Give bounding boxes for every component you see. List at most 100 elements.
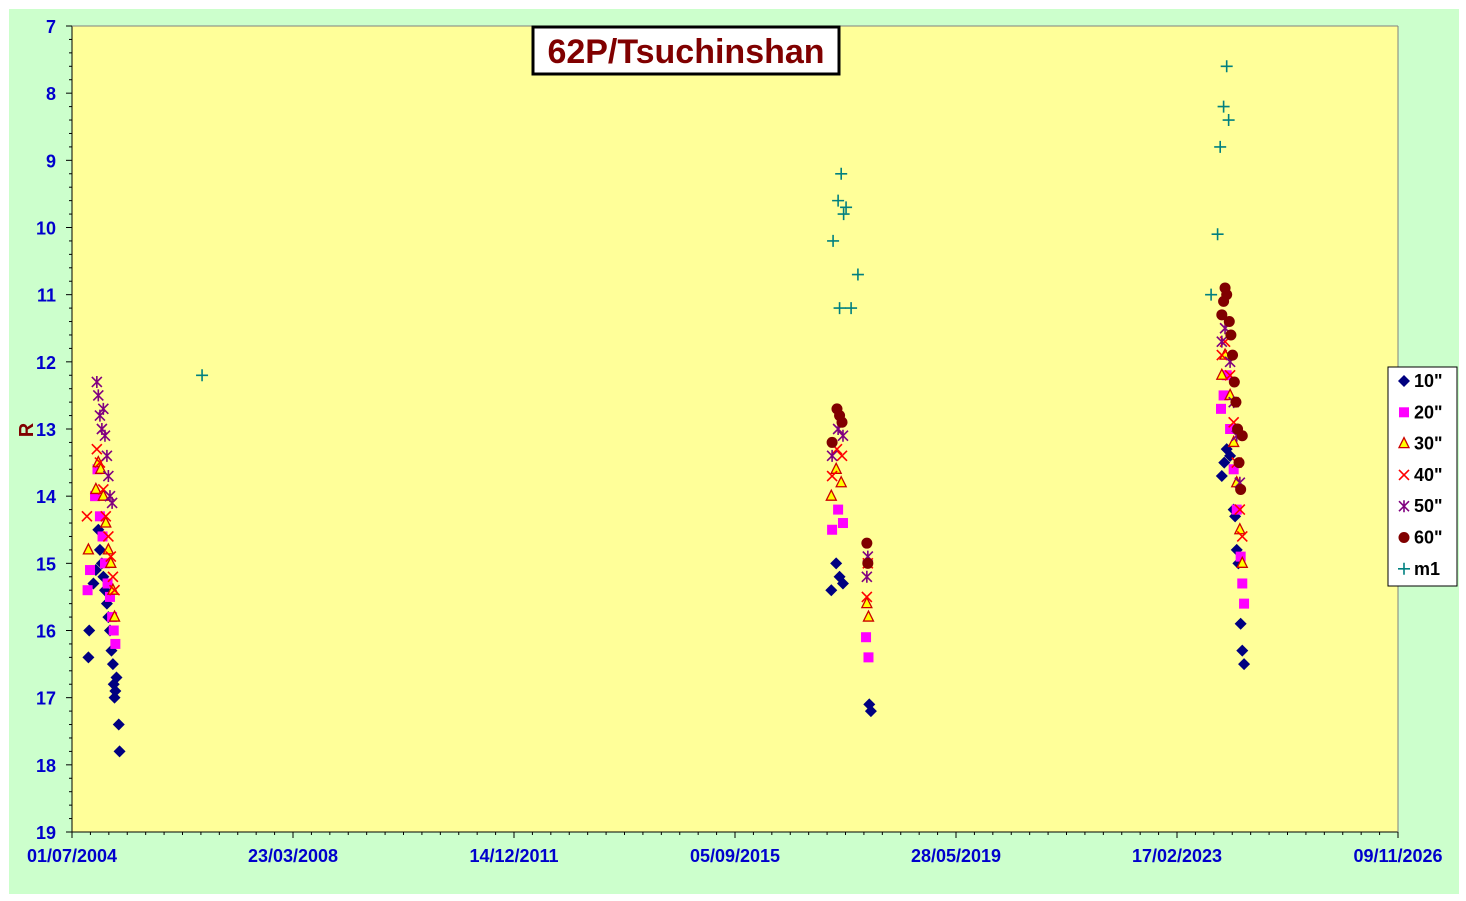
data-point [108,625,119,636]
legend-marker [1399,407,1409,418]
data-point [109,684,122,697]
data-point [837,429,849,442]
data-point [94,461,107,474]
data-point [1233,457,1245,469]
y-tick-label: 11 [37,286,56,306]
data-point [1214,140,1227,153]
y-tick-label: 9 [46,151,56,171]
y-tick-label: 12 [36,353,56,373]
data-point [830,461,843,474]
data-point [99,558,110,569]
y-axis-label: R [16,422,38,437]
data-point [112,718,125,731]
x-tick-label: 28/05/2019 [911,846,1001,866]
data-point [1216,309,1228,321]
data-point [110,671,123,684]
legend: 10" 20" 30" 40" 50" 60" m1 [1397,371,1443,579]
legend-marker [1398,562,1410,575]
data-point [100,510,112,522]
data-point [1236,430,1248,442]
data-point [1228,376,1240,388]
data-point [833,302,846,315]
data-point [1215,367,1228,380]
data-point [830,557,843,570]
legend-label: 30" [1414,434,1443,454]
chart-title-box [531,25,841,76]
data-point [827,524,838,535]
data-point [837,518,848,529]
data-point [832,194,845,207]
data-point [105,551,117,563]
y-tick-label: 13 [36,420,56,440]
data-point [1223,316,1235,328]
data-point [1230,396,1242,408]
data-point [1221,370,1232,381]
data-point [102,470,114,483]
data-point [107,571,119,583]
x-tick-label: 01/07/2004 [27,846,117,866]
data-point [862,557,874,569]
data-point [99,515,112,528]
x-tick-label: 14/12/2011 [469,846,558,866]
y-tick-label: 19 [36,823,56,843]
y-tick-label: 18 [36,756,56,776]
data-point [110,638,121,649]
legend-marker [1398,469,1410,481]
x-ticks: 01/07/2004 23/03/2008 14/12/2011 05/09/2015… [27,832,1443,866]
chart-title: 62P/Tsuchinshan [547,33,824,71]
data-point [104,555,117,568]
data-point [81,510,93,522]
data-point [1221,289,1233,301]
y-ticks: 7 8 9 10 11 12 13 14 15 16 17 18 19 [36,17,72,843]
data-point [863,652,874,663]
legend-marker [1398,500,1410,513]
data-point [826,449,838,462]
data-point [113,745,126,758]
data-point [864,705,877,718]
legend-label: m1 [1414,559,1440,579]
data-point [82,585,93,596]
y-tick-label: 15 [36,554,56,574]
data-point [1205,288,1218,301]
data-point [1235,483,1247,495]
x-tick-label: 23/03/2008 [248,846,338,866]
data-point [108,609,121,622]
data-point [1225,329,1237,341]
data-point [92,389,104,402]
data-point [85,565,96,576]
data-point [835,167,848,180]
data-point [102,578,113,589]
data-point [826,470,838,482]
data-point [91,443,103,455]
data-point [97,402,109,415]
data-point [1218,390,1229,401]
data-point [82,651,95,664]
data-point [94,511,105,522]
legend-box [1387,366,1458,587]
data-point [1216,349,1228,361]
data-point [196,369,209,382]
data-point [1229,510,1242,523]
data-point [833,504,844,515]
data-point [862,609,875,622]
y-tick-label: 17 [36,689,56,709]
data-point [1216,335,1228,348]
data-point [825,488,838,501]
data-point [851,268,864,281]
legend-marker [1397,436,1411,449]
data-point [860,596,873,609]
data-point [1236,530,1248,543]
data-point [836,450,848,462]
data-point [1211,228,1224,241]
series-5 [826,282,1248,569]
legend-label: 50" [1414,496,1443,516]
data-point [1220,60,1233,73]
x-tick-label: 17/02/2023 [1132,846,1222,866]
data-point [101,449,113,462]
data-point [861,537,873,549]
y-tick-label: 8 [46,84,56,104]
legend-label: 40" [1414,465,1443,485]
data-point [1217,100,1230,113]
